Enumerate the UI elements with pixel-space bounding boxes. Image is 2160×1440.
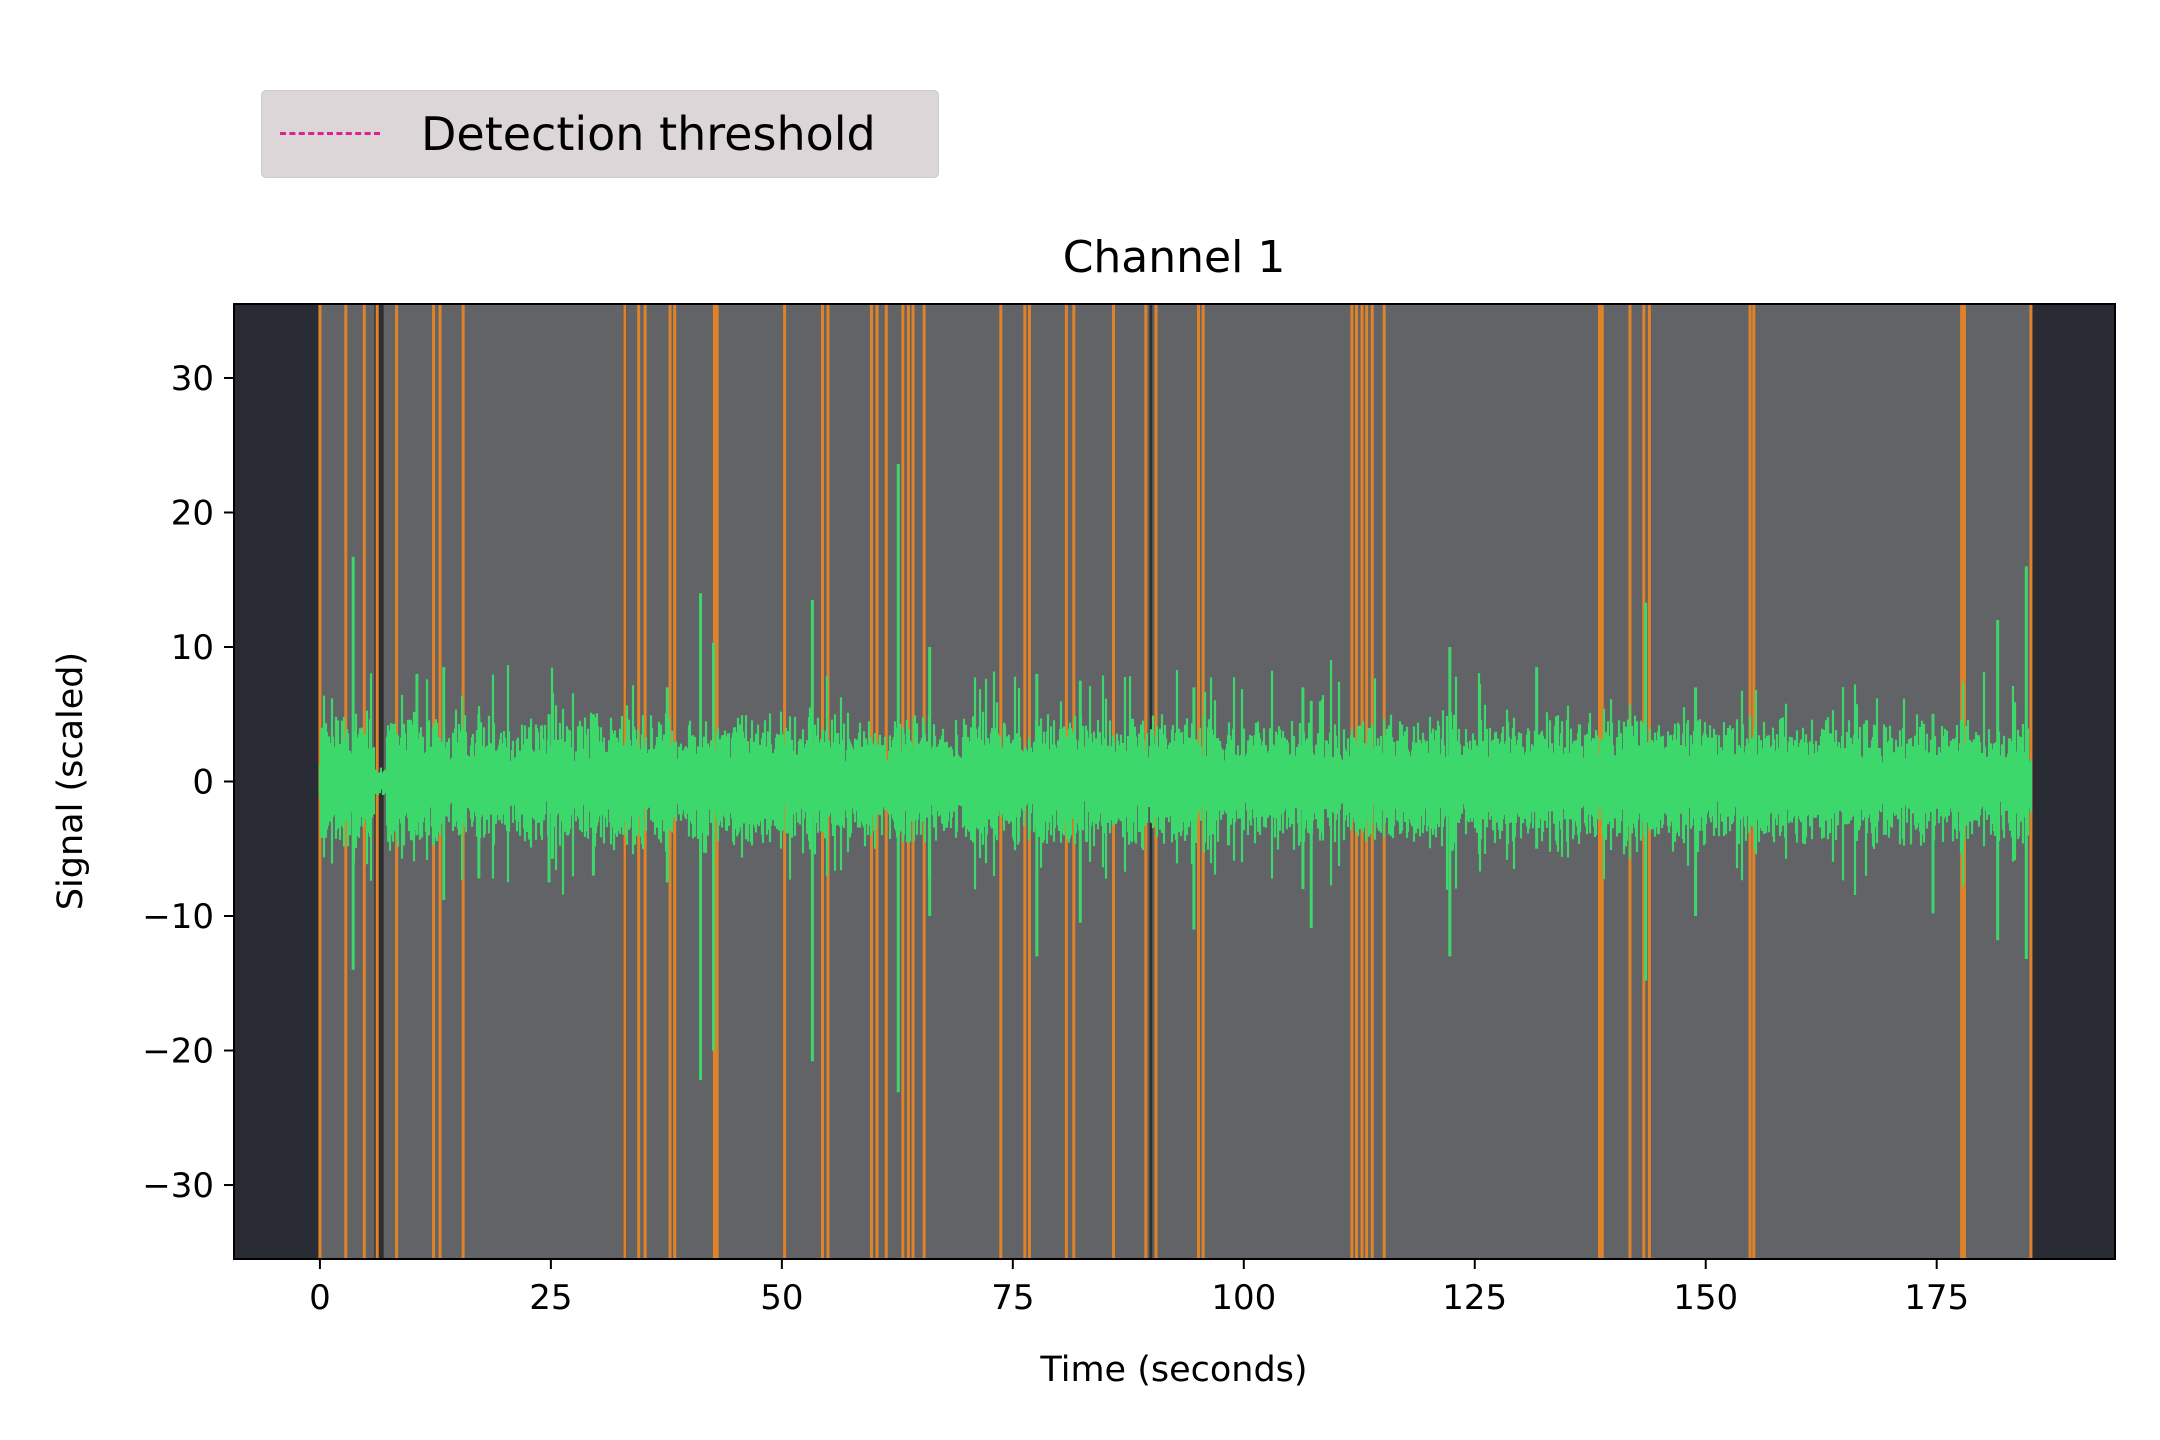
y-axis: −30 −20 −10 0 10 20 30 (142, 359, 234, 1206)
y-axis-label: Signal (scaled) (51, 652, 91, 910)
legend-dashed-line-swatch (280, 132, 380, 135)
legend: Detection threshold (261, 90, 939, 178)
x-tick-label: 75 (991, 1278, 1034, 1318)
x-tick-label: 175 (1904, 1278, 1969, 1318)
x-axis: 0 25 50 75 100 125 150 175 (309, 1259, 1969, 1318)
x-tick-label: 50 (760, 1278, 803, 1318)
chart-title: Channel 1 (1063, 232, 1286, 283)
x-tick-label: 150 (1673, 1278, 1738, 1318)
y-tick-label: −10 (142, 897, 214, 937)
signal-series (318, 464, 2033, 1093)
y-tick-label: 10 (171, 628, 214, 668)
y-tick-label: 0 (192, 763, 214, 803)
x-tick-label: 125 (1442, 1278, 1507, 1318)
y-tick-label: −30 (142, 1166, 214, 1206)
y-tick-label: 20 (171, 493, 214, 533)
y-tick-label: −20 (142, 1032, 214, 1072)
x-tick-label: 100 (1211, 1278, 1276, 1318)
x-tick-label: 0 (309, 1278, 331, 1318)
legend-label: Detection threshold (421, 107, 876, 161)
x-tick-label: 25 (529, 1278, 572, 1318)
y-tick-label: 30 (171, 359, 214, 399)
x-axis-label: Time (seconds) (1039, 1350, 1307, 1390)
